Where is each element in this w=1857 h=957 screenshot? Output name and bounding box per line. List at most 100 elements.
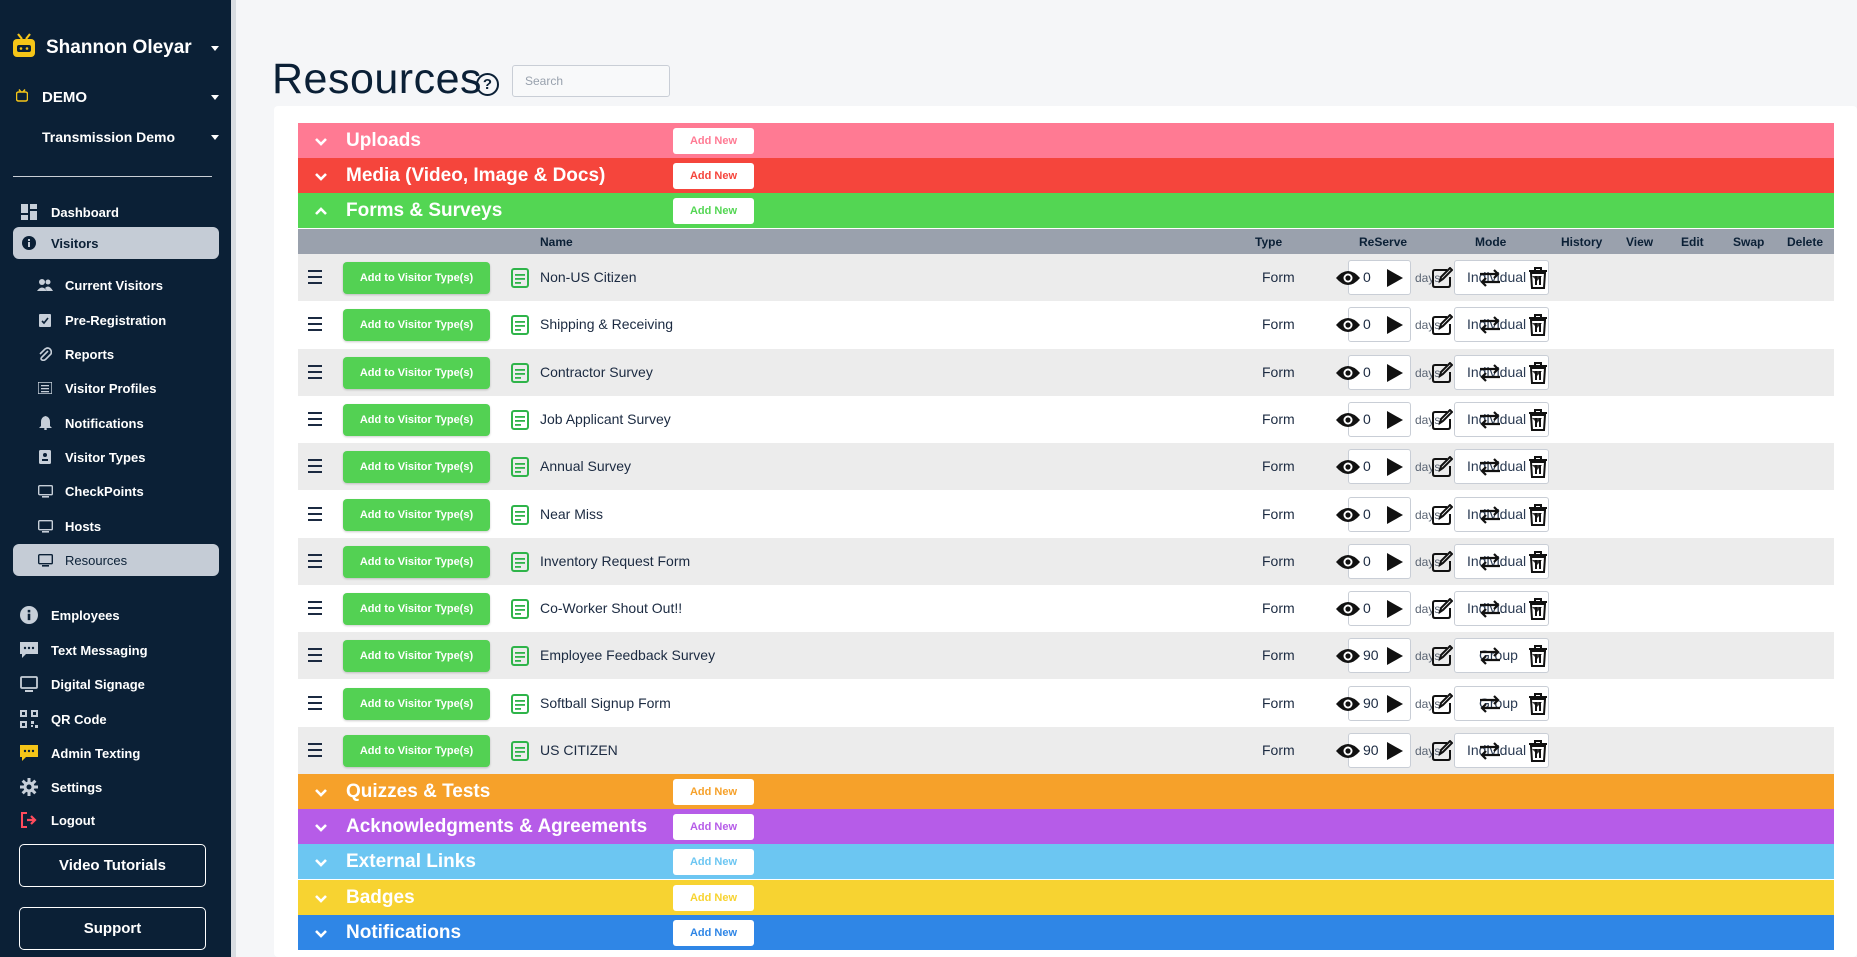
drag-handle-icon[interactable] <box>308 601 322 619</box>
edit-icon[interactable] <box>1429 265 1455 291</box>
swap-icon[interactable] <box>1477 738 1503 764</box>
add-to-visitor-type-button[interactable]: Add to Visitor Type(s) <box>343 262 490 294</box>
trash-icon[interactable] <box>1525 549 1551 575</box>
trash-icon[interactable] <box>1525 265 1551 291</box>
trash-icon[interactable] <box>1525 502 1551 528</box>
play-icon[interactable] <box>1382 360 1408 386</box>
add-to-visitor-type-button[interactable]: Add to Visitor Type(s) <box>343 356 490 389</box>
mode-select[interactable]: Individual <box>1454 449 1549 485</box>
sidebar-item-visitor-profiles[interactable]: Visitor Profiles <box>13 372 219 404</box>
mode-select[interactable]: Individual <box>1454 591 1549 627</box>
trash-icon[interactable] <box>1525 407 1551 433</box>
play-icon[interactable] <box>1382 265 1408 291</box>
add-to-visitor-type-button[interactable]: Add to Visitor Type(s) <box>343 498 490 531</box>
chevron-down-icon[interactable] <box>314 134 328 148</box>
chevron-down-icon[interactable] <box>314 855 328 869</box>
add-new-button[interactable]: Add New <box>673 848 754 875</box>
section-badges[interactable]: Badges Add New <box>298 880 1834 915</box>
play-icon[interactable] <box>1382 738 1408 764</box>
add-new-button[interactable]: Add New <box>673 778 754 805</box>
drag-handle-icon[interactable] <box>308 695 322 714</box>
add-to-visitor-type-button[interactable]: Add to Visitor Type(s) <box>343 545 490 578</box>
edit-icon[interactable] <box>1429 360 1455 386</box>
search-input[interactable] <box>512 65 670 97</box>
sidebar-item-checkpoints[interactable]: CheckPoints <box>13 475 219 507</box>
swap-icon[interactable] <box>1477 360 1503 386</box>
section-quizzes-tests[interactable]: Quizzes & Tests Add New <box>298 774 1834 809</box>
history-icon[interactable] <box>1335 738 1361 764</box>
chevron-down-icon[interactable] <box>314 891 328 905</box>
play-icon[interactable] <box>1382 691 1408 717</box>
mode-select[interactable]: Individual <box>1454 260 1549 295</box>
edit-icon[interactable] <box>1429 502 1455 528</box>
sidebar-item-reports[interactable]: Reports <box>13 338 219 370</box>
sidebar-item-digital-signage[interactable]: Digital Signage <box>13 668 219 700</box>
sidebar-item-logout[interactable]: Logout <box>13 804 219 836</box>
add-to-visitor-type-button[interactable]: Add to Visitor Type(s) <box>343 403 490 436</box>
swap-icon[interactable] <box>1477 502 1503 528</box>
trash-icon[interactable] <box>1525 738 1551 764</box>
chevron-down-icon[interactable] <box>314 785 328 799</box>
help-icon[interactable]: ? <box>476 73 499 96</box>
section-uploads[interactable]: Uploads Add New <box>298 123 1834 158</box>
play-icon[interactable] <box>1382 454 1408 480</box>
history-icon[interactable] <box>1335 312 1361 338</box>
edit-icon[interactable] <box>1429 691 1455 717</box>
sidebar-item-pre-registration[interactable]: Pre-Registration <box>13 304 219 336</box>
swap-icon[interactable] <box>1477 312 1503 338</box>
org-selector[interactable]: DEMO <box>15 86 219 108</box>
trash-icon[interactable] <box>1525 454 1551 480</box>
add-to-visitor-type-button[interactable]: Add to Visitor Type(s) <box>343 687 490 720</box>
sidebar-item-current-visitors[interactable]: Current Visitors <box>13 269 219 301</box>
swap-icon[interactable] <box>1477 691 1503 717</box>
play-icon[interactable] <box>1382 407 1408 433</box>
sidebar-item-dashboard[interactable]: Dashboard <box>13 196 219 228</box>
add-to-visitor-type-button[interactable]: Add to Visitor Type(s) <box>343 735 490 767</box>
chevron-down-icon[interactable] <box>314 926 328 940</box>
swap-icon[interactable] <box>1477 265 1503 291</box>
trash-icon[interactable] <box>1525 596 1551 622</box>
add-to-visitor-type-button[interactable]: Add to Visitor Type(s) <box>343 451 490 484</box>
history-icon[interactable] <box>1335 407 1361 433</box>
history-icon[interactable] <box>1335 691 1361 717</box>
edit-icon[interactable] <box>1429 407 1455 433</box>
drag-handle-icon[interactable] <box>308 364 322 383</box>
history-icon[interactable] <box>1335 643 1361 669</box>
drag-handle-icon[interactable] <box>308 270 322 288</box>
drag-handle-icon[interactable] <box>308 459 322 477</box>
add-to-visitor-type-button[interactable]: Add to Visitor Type(s) <box>343 593 490 626</box>
edit-icon[interactable] <box>1429 549 1455 575</box>
sidebar-item-settings[interactable]: Settings <box>13 771 219 803</box>
section-notifications[interactable]: Notifications Add New <box>298 915 1834 950</box>
drag-handle-icon[interactable] <box>308 553 322 572</box>
sidebar-item-visitors[interactable]: Visitors <box>13 227 219 259</box>
section-forms-surveys[interactable]: Forms & Surveys Add New <box>298 193 1834 228</box>
trash-icon[interactable] <box>1525 691 1551 717</box>
edit-icon[interactable] <box>1429 312 1455 338</box>
swap-icon[interactable] <box>1477 596 1503 622</box>
section-media[interactable]: Media (Video, Image & Docs) Add New <box>298 158 1834 193</box>
user-menu[interactable]: Shannon Oleyar <box>12 32 219 63</box>
history-icon[interactable] <box>1335 596 1361 622</box>
play-icon[interactable] <box>1382 596 1408 622</box>
add-new-button[interactable]: Add New <box>673 813 754 840</box>
play-icon[interactable] <box>1382 549 1408 575</box>
play-icon[interactable] <box>1382 312 1408 338</box>
video-tutorials-button[interactable]: Video Tutorials <box>19 844 206 887</box>
add-to-visitor-type-button[interactable]: Add to Visitor Type(s) <box>343 640 490 673</box>
sidebar-scrollbar[interactable] <box>231 0 236 957</box>
support-button[interactable]: Support <box>19 907 206 950</box>
swap-icon[interactable] <box>1477 549 1503 575</box>
trash-icon[interactable] <box>1525 312 1551 338</box>
add-new-button[interactable]: Add New <box>673 127 754 154</box>
sidebar-item-qr-code[interactable]: QR Code <box>13 703 219 735</box>
play-icon[interactable] <box>1382 502 1408 528</box>
drag-handle-icon[interactable] <box>308 317 322 335</box>
drag-handle-icon[interactable] <box>308 411 322 430</box>
edit-icon[interactable] <box>1429 738 1455 764</box>
sidebar-item-notifications[interactable]: Notifications <box>13 407 219 439</box>
swap-icon[interactable] <box>1477 643 1503 669</box>
history-icon[interactable] <box>1335 265 1361 291</box>
sidebar-item-resources[interactable]: Resources <box>13 544 219 576</box>
history-icon[interactable] <box>1335 502 1361 528</box>
